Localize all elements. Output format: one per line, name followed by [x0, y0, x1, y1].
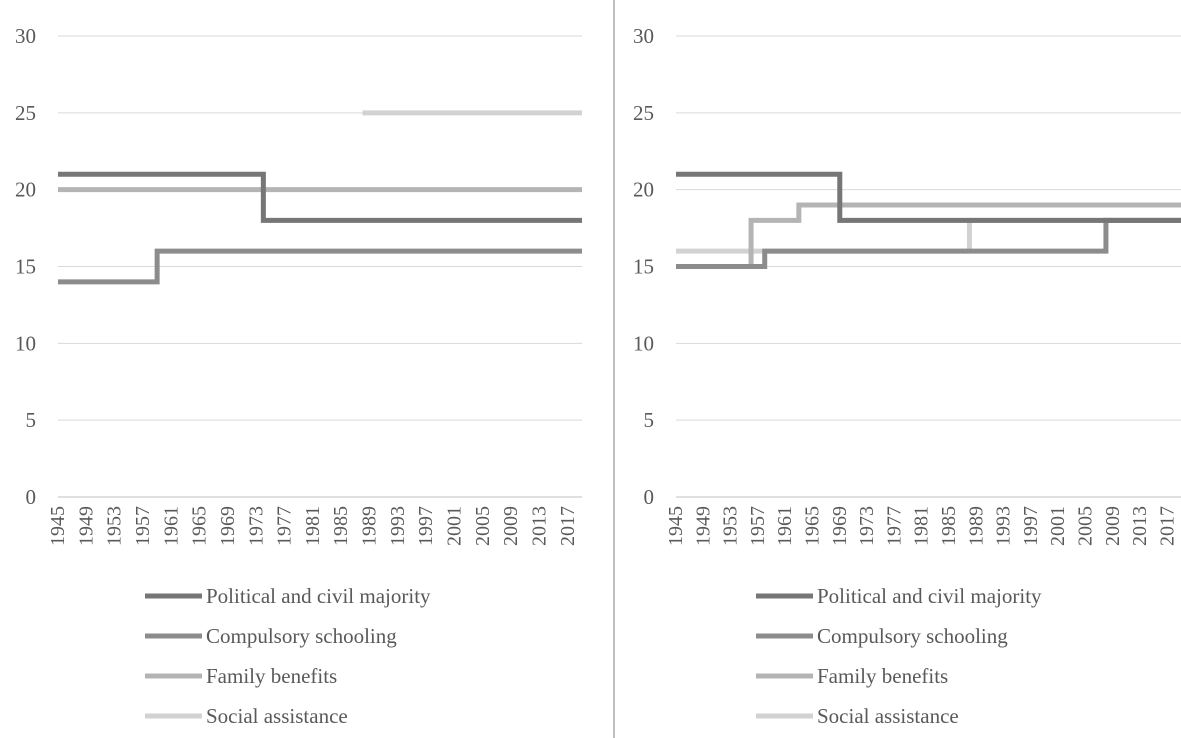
legend-label-schooling: Compulsory schooling [817, 624, 1008, 648]
x-tick-label: 1985 [938, 506, 960, 546]
legend-label-social: Social assistance [817, 704, 959, 728]
x-tick-label: 1981 [911, 506, 933, 546]
y-tick-label: 25 [633, 101, 654, 125]
x-tick-label: 1997 [415, 506, 437, 546]
x-tick-label: 1977 [274, 506, 296, 546]
series-line-schooling [58, 248, 582, 285]
x-tick-label: 1973 [856, 506, 878, 546]
series-line-political [58, 171, 582, 223]
y-tick-label: 30 [15, 24, 36, 48]
y-tick-label: 15 [15, 255, 36, 279]
x-tick-label: 1949 [75, 506, 97, 546]
legend-label-family: Family benefits [817, 664, 948, 688]
x-tick-label: 1949 [692, 506, 714, 546]
x-tick-label: 2005 [472, 506, 494, 546]
x-tick-label: 1957 [132, 506, 154, 546]
x-tick-label: 2001 [444, 506, 466, 546]
legend-label-schooling: Compulsory schooling [206, 624, 397, 648]
x-tick-label: 1961 [774, 506, 796, 546]
x-tick-label: 2017 [557, 506, 579, 546]
x-tick-label: 1961 [160, 506, 182, 546]
y-tick-label: 10 [633, 331, 654, 355]
y-tick-label: 20 [15, 178, 36, 202]
legend-label-social: Social assistance [206, 704, 348, 728]
x-tick-label: 1981 [302, 506, 324, 546]
x-tick-label: 1953 [104, 506, 126, 546]
x-tick-label: 1989 [965, 506, 987, 546]
x-tick-label: 1957 [747, 506, 769, 546]
x-tick-label: 2001 [1047, 506, 1069, 546]
legend-label-political: Political and civil majority [817, 584, 1042, 608]
legend-label-family: Family benefits [206, 664, 337, 688]
x-tick-label: 1965 [801, 506, 823, 546]
x-tick-label: 1969 [829, 506, 851, 546]
legend-label-political: Political and civil majority [206, 584, 431, 608]
y-tick-label: 30 [633, 24, 654, 48]
right-chart-panel: 0 5 10 15 20 25 30 1945 1949 1953 1957 1961 1965 1969… [633, 24, 1181, 728]
x-tick-label: 1953 [720, 506, 742, 546]
y-tick-label: 0 [644, 485, 655, 509]
x-tick-label: 1989 [359, 506, 381, 546]
y-tick-label: 20 [633, 178, 654, 202]
y-tick-label: 0 [26, 485, 37, 509]
x-tick-label: 2009 [1102, 506, 1124, 546]
x-tick-label: 2017 [1156, 506, 1178, 546]
x-tick-label: 1985 [330, 506, 352, 546]
series-line-political [676, 171, 1181, 223]
x-tick-label: 1977 [883, 506, 905, 546]
x-tick-label: 1965 [189, 506, 211, 546]
y-tick-label: 5 [644, 408, 655, 432]
x-tick-label: 2013 [529, 506, 551, 546]
x-tick-label: 2005 [1074, 506, 1096, 546]
x-tick-label: 1969 [217, 506, 239, 546]
y-tick-label: 10 [15, 331, 36, 355]
x-tick-label: 1945 [665, 506, 687, 546]
x-tick-label: 2009 [500, 506, 522, 546]
x-tick-label: 1993 [993, 506, 1015, 546]
x-tick-label: 1993 [387, 506, 409, 546]
x-tick-label: 2013 [1129, 506, 1151, 546]
left-chart-panel: 0 5 10 15 20 25 30 1945 1949 1953 1957 1961 1965 1969… [15, 24, 582, 728]
x-tick-label: 1945 [47, 506, 69, 546]
y-tick-label: 25 [15, 101, 36, 125]
x-tick-label: 1973 [245, 506, 267, 546]
x-tick-label: 1997 [1020, 506, 1042, 546]
y-tick-label: 5 [26, 408, 37, 432]
y-tick-label: 15 [633, 255, 654, 279]
